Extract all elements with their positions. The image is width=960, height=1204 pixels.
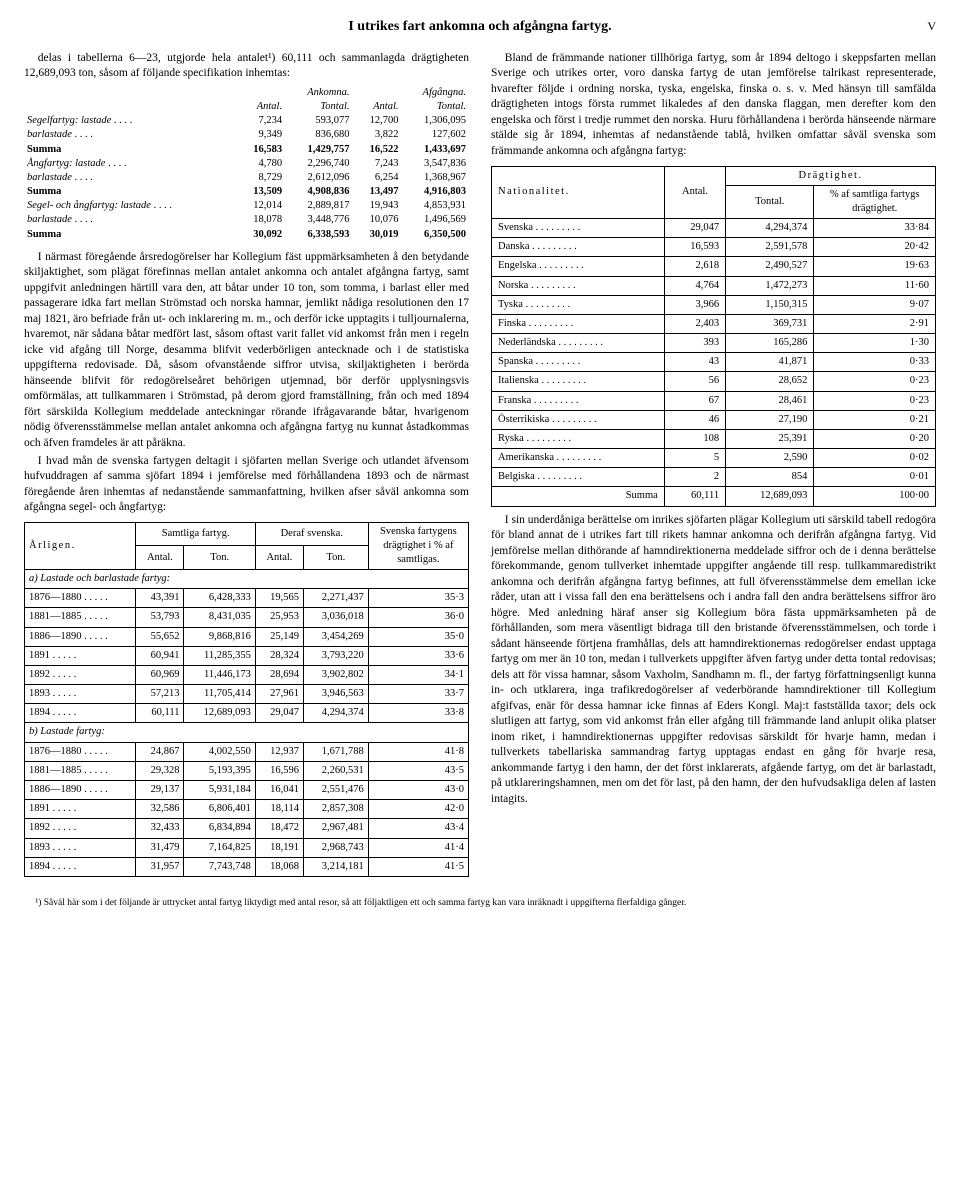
nat-row: Spanska . . . . . . . . .4341,8710·33 bbox=[492, 353, 936, 372]
freight-table: Ankomna. Afgångna. Antal. Tontal. Antal.… bbox=[24, 86, 469, 242]
freight-label: Ångfartyg: lastade . . . . bbox=[24, 157, 236, 171]
left-intro: delas i tabellerna 6—23, utgjorde hela a… bbox=[24, 51, 469, 82]
nationality-table: Nationalitet. Antal. Drägtighet. Tontal.… bbox=[491, 166, 936, 507]
year-section-b: b) Lastade fartyg: bbox=[25, 723, 469, 742]
freight-label: barlastade . . . . bbox=[24, 213, 236, 227]
year-row: 1876—1880 . . . . .43,3916,428,33319,565… bbox=[25, 589, 469, 608]
year-row: 1886—1890 . . . . .55,6529,868,81625,149… bbox=[25, 627, 469, 646]
page-number: V bbox=[927, 18, 936, 34]
two-column-layout: delas i tabellerna 6—23, utgjorde hela a… bbox=[24, 51, 936, 883]
nat-sum-row: Summa 60,111 12,689,093 100·00 bbox=[492, 487, 936, 506]
title-text: I utrikes fart ankomna och afgångna fart… bbox=[348, 19, 611, 34]
left-body-1: I närmast föregående årsredogörelser har… bbox=[24, 250, 469, 452]
year-row: 1894 . . . . .60,11112,689,09329,0474,29… bbox=[25, 704, 469, 723]
year-table: Årligen. Samtliga fartyg. Deraf svenska.… bbox=[24, 522, 469, 877]
freight-label: barlastade . . . . bbox=[24, 128, 236, 142]
year-row: 1886—1890 . . . . .29,1375,931,18416,041… bbox=[25, 780, 469, 799]
freight-row: Summa30,0926,338,59330,0196,350,500 bbox=[24, 228, 469, 242]
year-row: 1892 . . . . .32,4336,834,89418,4722,967… bbox=[25, 819, 469, 838]
year-row: 1893 . . . . .31,4797,164,82518,1912,968… bbox=[25, 838, 469, 857]
freight-row: Segelfartyg: lastade . . . .7,234593,077… bbox=[24, 114, 469, 128]
freight-row: barlastade . . . .9,349836,6803,822127,6… bbox=[24, 128, 469, 142]
freight-label: Summa bbox=[24, 143, 236, 157]
freight-label: Segel- och ångfartyg: lastade . . . . bbox=[24, 199, 236, 213]
right-body-1: Bland de främmande nationer tillhöriga f… bbox=[491, 51, 936, 160]
freight-label: Summa bbox=[24, 185, 236, 199]
nat-row: Finska . . . . . . . . .2,403369,7312·91 bbox=[492, 314, 936, 333]
right-body-2: I sin underdåniga berättelse om inrikes … bbox=[491, 513, 936, 808]
nat-row: Engelska . . . . . . . . .2,6182,490,527… bbox=[492, 257, 936, 276]
freight-head-1: Ankomna. Afgångna. bbox=[24, 86, 469, 100]
year-row: 1892 . . . . .60,96911,446,17328,6943,90… bbox=[25, 665, 469, 684]
year-section-a: a) Lastade och barlastade fartyg: bbox=[25, 570, 469, 589]
freight-row: barlastade . . . .8,7292,612,0966,2541,3… bbox=[24, 171, 469, 185]
nat-row: Tyska . . . . . . . . .3,9661,150,3159·0… bbox=[492, 295, 936, 314]
freight-label: Summa bbox=[24, 228, 236, 242]
freight-row: Summa16,5831,429,75716,5221,433,697 bbox=[24, 143, 469, 157]
year-row: 1891 . . . . .60,94111,285,35528,3243,79… bbox=[25, 646, 469, 665]
left-column: delas i tabellerna 6—23, utgjorde hela a… bbox=[24, 51, 469, 883]
nat-row: Italienska . . . . . . . . .5628,6520·23 bbox=[492, 372, 936, 391]
footnote: ¹) Såväl här som i det följande är uttry… bbox=[24, 897, 936, 910]
year-row: 1876—1880 . . . . .24,8674,002,55012,937… bbox=[25, 742, 469, 761]
freight-row: Summa13,5094,908,83613,4974,916,803 bbox=[24, 185, 469, 199]
page-title: I utrikes fart ankomna och afgångna fart… bbox=[24, 18, 936, 37]
year-row: 1881—1885 . . . . .29,3285,193,39516,596… bbox=[25, 761, 469, 780]
year-row: 1894 . . . . .31,9577,743,74818,0683,214… bbox=[25, 857, 469, 876]
nat-row: Svenska . . . . . . . . .29,0474,294,374… bbox=[492, 219, 936, 238]
freight-head-2: Antal. Tontal. Antal. Tontal. bbox=[24, 100, 469, 114]
nat-row: Nederländska . . . . . . . . .393165,286… bbox=[492, 334, 936, 353]
year-head-1: Årligen. Samtliga fartyg. Deraf svenska.… bbox=[25, 522, 469, 546]
freight-label: Segelfartyg: lastade . . . . bbox=[24, 114, 236, 128]
nat-row: Norska . . . . . . . . .4,7641,472,27311… bbox=[492, 276, 936, 295]
year-row: 1893 . . . . .57,21311,705,41427,9613,94… bbox=[25, 685, 469, 704]
nat-row: Danska . . . . . . . . .16,5932,591,5782… bbox=[492, 238, 936, 257]
nat-row: Ryska . . . . . . . . .10825,3910·20 bbox=[492, 429, 936, 448]
freight-row: Segel- och ångfartyg: lastade . . . .12,… bbox=[24, 199, 469, 213]
right-column: Bland de främmande nationer tillhöriga f… bbox=[491, 51, 936, 883]
freight-row: barlastade . . . .18,0783,448,77610,0761… bbox=[24, 213, 469, 227]
year-row: 1881—1885 . . . . .53,7938,431,03525,953… bbox=[25, 608, 469, 627]
nat-row: Belgiska . . . . . . . . .28540·01 bbox=[492, 468, 936, 487]
left-body-2: I hvad mån de svenska fartygen deltagit … bbox=[24, 454, 469, 516]
freight-label: barlastade . . . . bbox=[24, 171, 236, 185]
nat-row: Österrikiska . . . . . . . . .4627,1900·… bbox=[492, 410, 936, 429]
nat-row: Franska . . . . . . . . .6728,4610·23 bbox=[492, 391, 936, 410]
freight-row: Ångfartyg: lastade . . . .4,7802,296,740… bbox=[24, 157, 469, 171]
year-row: 1891 . . . . .32,5866,806,40118,1142,857… bbox=[25, 800, 469, 819]
nat-row: Amerikanska . . . . . . . . .52,5900·02 bbox=[492, 449, 936, 468]
nat-head-1: Nationalitet. Antal. Drägtighet. bbox=[492, 166, 936, 185]
